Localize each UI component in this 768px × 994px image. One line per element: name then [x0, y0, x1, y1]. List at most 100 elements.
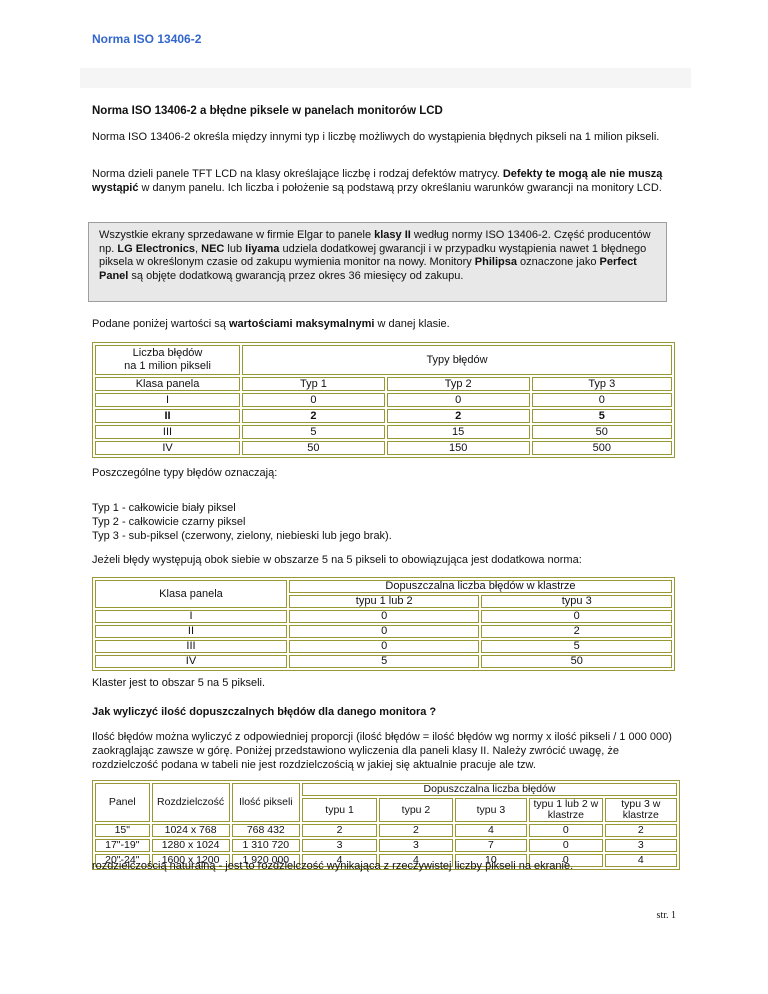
table-cell: 0 — [288, 625, 480, 638]
text: oznaczone jako — [516, 256, 600, 268]
table-cell: 7 — [454, 839, 528, 852]
table-cell: III — [95, 425, 241, 439]
table-cell: 500 — [531, 441, 672, 455]
text-line: Typ 3 - sub-piksel (czerwony, zielony, n… — [92, 530, 392, 542]
table-cell: 3 — [301, 839, 378, 852]
text-line: Typ 2 - całkowicie czarny piksel — [92, 516, 246, 528]
table-cell: 2 — [481, 625, 672, 638]
bold-text: wartościami maksymalnymi — [228, 318, 375, 330]
table-header-row: Klasa panela Dopuszczalna liczba błędów … — [95, 580, 672, 608]
text: Podane poniżej wartości są — [92, 318, 229, 330]
table-cell: 0 — [531, 393, 672, 407]
text: lub — [224, 242, 246, 255]
table-cell: 1 310 720 — [231, 839, 300, 852]
text: w danym panelu. Ich liczba i położenie s… — [138, 182, 662, 194]
table-cell: 1280 x 1024 — [151, 839, 230, 852]
table-header-cell: typu 3 w klastrze — [604, 798, 677, 822]
table-cell: 4 — [379, 854, 453, 867]
cluster-intro: Jeżeli błędy występują obok siebie w obs… — [92, 554, 582, 566]
table-header-cell: Typy błędów — [242, 345, 672, 375]
table-header-cell: Liczba błędów na 1 milion pikseli — [95, 345, 241, 375]
table-subheader-row: typu 1 typu 2 typu 3 typu 1 lub 2 w klas… — [95, 798, 677, 822]
table-subheader-row: Klasa panela Typ 1 Typ 2 Typ 3 — [95, 377, 672, 391]
table-cell: 0 — [481, 610, 672, 623]
types-intro: Poszczególne typy błędów oznaczają: — [92, 467, 278, 479]
table-cell: I — [95, 393, 241, 407]
text: według normy ISO 13406-2. Część producen… — [99, 229, 651, 255]
table-header-cell: Dopuszczalna liczba błędów — [301, 783, 677, 796]
table-header-cell: Typ 1 — [242, 377, 385, 391]
table-cell: 3 — [604, 839, 677, 852]
table-header-cell: Dopuszczalna liczba błędów w klastrze — [288, 580, 672, 593]
bold-text: Defekty te mogą ale nie muszą wystąpić — [92, 168, 663, 194]
table-cell: 0 — [386, 393, 530, 407]
table-cell: 0 — [288, 640, 480, 653]
table-cell: 15 — [386, 425, 530, 439]
table-cell: 17"-19" — [95, 839, 150, 852]
table-header-cell: typu 2 — [379, 798, 453, 822]
table-cell: 50 — [531, 425, 672, 439]
text-line: Typ 1 - całkowicie biały piksel — [92, 502, 236, 514]
paragraph-classes: Norma dzieli panele TFT LCD na klasy okr… — [92, 167, 682, 195]
table-cell: 0 — [288, 610, 480, 623]
table-cell: 5 — [242, 425, 385, 439]
bold-text: Iiyama — [245, 242, 280, 255]
table-header-cell: typu 1 lub 2 w klastrze — [529, 798, 603, 822]
table-cell: 0 — [529, 824, 603, 837]
header-band — [80, 68, 691, 88]
table-row: 15" 1024 x 768 768 432 2 2 4 0 2 — [95, 824, 677, 837]
table-cell: 50 — [481, 655, 672, 668]
table-cell: 2 — [301, 824, 378, 837]
bold-text: NEC — [201, 242, 225, 255]
table-header-row: Liczba błędów na 1 milion pikseli Typy b… — [95, 345, 672, 375]
table-header-cell: Rozdzielczość — [151, 783, 230, 822]
table-cell: 150 — [386, 441, 530, 455]
table-header-cell: Typ 3 — [531, 377, 672, 391]
table-header-cell: Typ 2 — [386, 377, 530, 391]
table-cell: 0 — [529, 839, 603, 852]
table-cell: 10 — [454, 854, 528, 867]
cluster-definition: Klaster jest to obszar 5 na 5 pikseli. — [92, 677, 266, 689]
table-cell: 4 — [301, 854, 378, 867]
table-cell: 2 — [604, 824, 677, 837]
table-cell: 1600 x 1200 — [151, 854, 230, 867]
table-row: III 5 15 50 — [95, 425, 672, 439]
table-cell: 5 — [481, 640, 672, 653]
page-number: str. 1 — [656, 910, 676, 921]
bold-text: LG Electronics — [117, 242, 195, 255]
table-header-line: na 1 milion pikseli — [124, 360, 211, 372]
table-cell: 1024 x 768 — [151, 824, 230, 837]
table-row: 17"-19" 1280 x 1024 1 310 720 3 3 7 0 3 — [95, 839, 677, 852]
bold-text: klasy II — [374, 229, 411, 241]
text: Ilość błędów można wyliczyć z odpowiedni… — [92, 731, 672, 771]
table-header-line: Liczba błędów — [132, 347, 203, 359]
table-header-row: Panel Rozdzielczość Ilość pikseli Dopusz… — [95, 783, 677, 822]
table-cell: 50 — [242, 441, 385, 455]
text: udziela dodatkowej gwarancji i w przypad… — [99, 242, 647, 269]
doc-title: Norma ISO 13406-2 — [92, 32, 202, 46]
table-cell: 2 — [242, 409, 385, 423]
table-cell: IV — [95, 655, 287, 668]
table-cell: 5 — [288, 655, 480, 668]
bold-text: Philipsa — [474, 256, 517, 268]
table-header-cell: typu 3 — [481, 595, 672, 608]
article-heading: Norma ISO 13406-2 a błędne piksele w pan… — [92, 105, 443, 117]
table-row: 20"-24" 1600 x 1200 1 920 000 4 4 10 0 4 — [95, 854, 677, 867]
table-cell: 3 — [379, 839, 453, 852]
text: Norma dzieli panele TFT LCD na klasy okr… — [92, 168, 503, 180]
table-row: IV 5 50 — [95, 655, 672, 668]
question-heading: Jak wyliczyć ilość dopuszczalnych błędów… — [92, 706, 437, 718]
text: Wszystkie ekrany sprzedawane w firmie El… — [99, 229, 375, 241]
table-cell: 4 — [454, 824, 528, 837]
text: w danej klasie. — [374, 318, 450, 330]
table-header-cell: typu 3 — [454, 798, 528, 822]
table-header-cell: typu 1 — [301, 798, 378, 822]
table-cell: 15" — [95, 824, 150, 837]
text: są objęte dodatkową gwarancją przez okre… — [128, 269, 464, 282]
page-footer: str. 1 — [92, 910, 676, 921]
text: Norma ISO 13406-2 określa między innymi … — [92, 131, 660, 143]
table-cell: 20"-24" — [95, 854, 150, 867]
